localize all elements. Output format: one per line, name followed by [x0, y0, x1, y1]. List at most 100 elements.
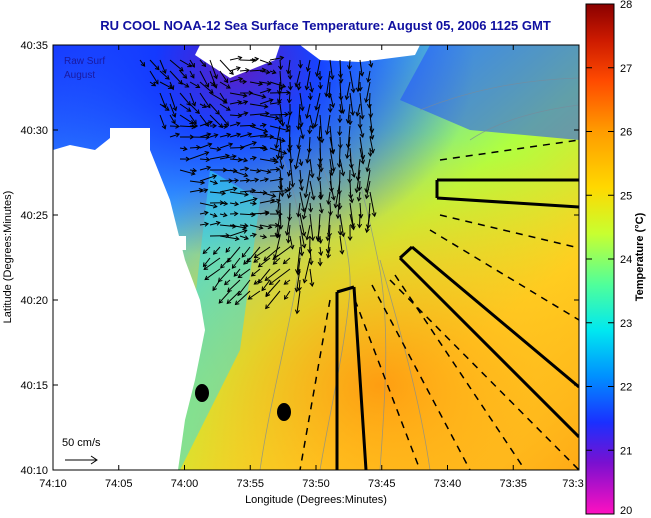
current-vector-head	[360, 159, 366, 165]
current-vector	[229, 229, 247, 237]
current-vector-head	[264, 276, 270, 281]
current-vector	[179, 70, 187, 79]
current-vector-head	[264, 177, 270, 183]
current-vector	[319, 180, 322, 199]
x-tick-label: 73:35	[499, 478, 527, 490]
current-vector	[179, 59, 192, 68]
current-vector-head	[350, 88, 356, 94]
current-vector-head	[184, 83, 190, 88]
current-vector-head	[264, 210, 270, 216]
current-vector	[239, 167, 249, 171]
current-vector-head	[315, 236, 321, 242]
current-vector	[219, 187, 237, 193]
current-vector	[299, 114, 302, 127]
current-vector-head	[267, 224, 273, 230]
current-vector	[347, 125, 351, 148]
current-vector-head	[297, 63, 303, 69]
current-vector	[358, 180, 361, 191]
current-vector-head	[287, 85, 293, 91]
current-vector	[261, 279, 271, 291]
current-vector	[269, 190, 289, 193]
current-vector	[329, 59, 334, 80]
current-vector	[249, 112, 269, 116]
current-vector-head	[278, 177, 284, 182]
current-vector	[219, 235, 239, 240]
current-vector	[327, 191, 331, 205]
current-vector-head	[267, 60, 273, 66]
current-vector-head	[218, 123, 224, 129]
current-vector	[279, 136, 283, 160]
current-vector-head	[302, 278, 308, 284]
current-vector	[259, 81, 271, 85]
current-vector	[199, 92, 211, 108]
current-vector-head	[237, 113, 243, 119]
current-vector	[239, 213, 255, 216]
current-vector	[299, 235, 303, 256]
current-vector	[319, 114, 323, 143]
current-vector-head	[175, 123, 180, 129]
current-vector-head	[314, 105, 320, 111]
current-vector-head	[368, 113, 374, 118]
current-vector	[309, 158, 314, 178]
current-vector	[229, 133, 241, 138]
current-vector-head	[271, 69, 277, 75]
current-vector	[199, 175, 217, 182]
x-tick-label: 73:40	[434, 478, 462, 490]
current-vector-head	[241, 253, 247, 258]
current-vector	[199, 158, 210, 161]
current-vector	[348, 59, 351, 70]
x-axis-title: Longitude (Degrees:Minutes)	[245, 494, 387, 506]
current-vector	[209, 221, 220, 226]
current-vector	[279, 202, 282, 229]
current-vector-head	[257, 262, 263, 268]
current-vector	[249, 146, 266, 149]
land-new-jersey	[53, 130, 205, 470]
current-vector	[209, 114, 223, 128]
plot-area	[53, 45, 579, 470]
current-vector-head	[226, 299, 232, 305]
current-vector	[229, 67, 241, 72]
current-vector	[275, 125, 281, 149]
current-vector	[279, 70, 282, 90]
current-vector-head	[268, 98, 274, 104]
current-vector-head	[244, 191, 249, 197]
current-vector-head	[286, 193, 292, 199]
current-vector	[298, 81, 301, 90]
current-vector	[279, 158, 283, 169]
current-vector	[213, 246, 221, 255]
current-vector	[199, 143, 212, 149]
current-vector	[159, 70, 170, 80]
current-vector	[339, 59, 342, 83]
current-vector-head	[337, 131, 343, 137]
current-vector-head	[305, 235, 310, 241]
current-vector	[229, 114, 242, 117]
current-vector-head	[355, 176, 361, 182]
current-vector	[259, 89, 271, 94]
current-vector	[179, 147, 187, 150]
colorbar-tick-label: 23	[620, 318, 632, 330]
colorbar-tick-label: 25	[620, 190, 632, 202]
current-vector	[219, 103, 231, 111]
current-vector	[199, 223, 209, 226]
current-vector-head	[296, 85, 302, 91]
current-vector	[179, 125, 196, 128]
current-vector-head	[252, 200, 257, 206]
current-vector-head	[258, 225, 264, 230]
current-vector	[368, 92, 371, 108]
current-vector-head	[289, 244, 295, 250]
current-vector	[349, 158, 355, 178]
current-vector	[139, 59, 146, 67]
current-vector-head	[248, 90, 254, 96]
current-vector-head	[202, 103, 207, 108]
current-vector-head	[337, 231, 343, 236]
current-vector-head	[277, 119, 283, 124]
y-tick-label: 40:30	[20, 125, 48, 137]
current-vector	[269, 70, 276, 74]
current-vector-head	[298, 179, 304, 184]
current-vector-head	[271, 193, 277, 199]
current-vector-head	[318, 195, 323, 201]
current-vector-head	[293, 164, 299, 170]
current-vector-head	[215, 220, 221, 226]
land-upper-shore	[195, 45, 280, 78]
current-vector	[279, 59, 282, 70]
